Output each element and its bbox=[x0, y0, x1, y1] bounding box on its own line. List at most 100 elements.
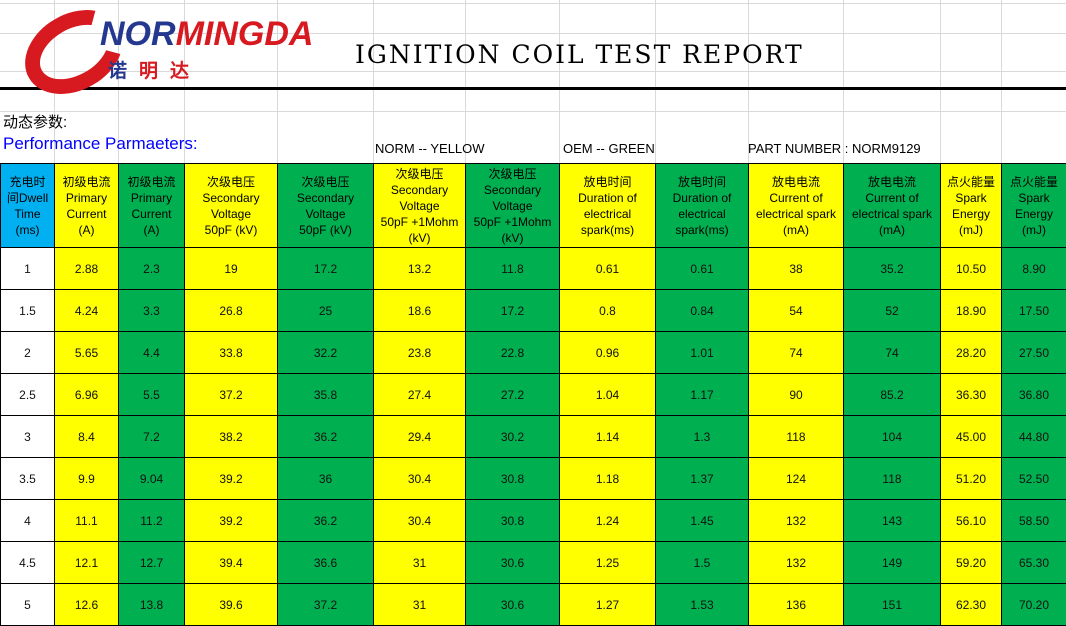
table-cell: 132 bbox=[748, 541, 844, 584]
dynamic-params-label: 动态参数: bbox=[3, 114, 68, 131]
table-cell: 11.8 bbox=[465, 247, 560, 290]
table-cell: 59.20 bbox=[940, 541, 1002, 584]
table-cell: 51.20 bbox=[940, 457, 1002, 500]
table-cell: 11.1 bbox=[54, 499, 119, 542]
part-number-label: PART NUMBER : NORM9129 bbox=[748, 141, 921, 156]
gridline bbox=[54, 0, 55, 163]
table-cell: 38.2 bbox=[184, 415, 278, 458]
table-row: 4 11.1 11.2 39.2 36.2 30.4 30.8 1.24 1.45 132 143 5… bbox=[0, 499, 1066, 542]
table-cell: 52.50 bbox=[1001, 457, 1066, 500]
table-cell: 70.20 bbox=[1001, 583, 1066, 626]
table-cell: 1.3 bbox=[655, 415, 749, 458]
table-cell: 1.18 bbox=[559, 457, 656, 500]
table-cell: 31 bbox=[373, 541, 466, 584]
table-cell: 25 bbox=[277, 289, 374, 332]
logo-cn-char: 明 bbox=[139, 61, 171, 82]
gridline bbox=[655, 0, 656, 163]
table-cell: 36.2 bbox=[277, 415, 374, 458]
column-header: 初级电流 Primary Current (A) bbox=[54, 163, 119, 248]
table-cell: 4.4 bbox=[118, 331, 185, 374]
table-cell: 17.2 bbox=[277, 247, 374, 290]
table-cell: 29.4 bbox=[373, 415, 466, 458]
table-row: 2 5.65 4.4 33.8 32.2 23.8 22.8 0.96 1.01 74 74 28.2… bbox=[0, 331, 1066, 374]
table-row: 1.5 4.24 3.3 26.8 25 18.6 17.2 0.8 0.84 54 52 18.90… bbox=[0, 289, 1066, 332]
table-header-row: 充电时 间Dwell Time (ms) 初级电流 Primary Current… bbox=[0, 163, 1066, 248]
table-cell: 5 bbox=[0, 583, 55, 626]
table-cell: 36.2 bbox=[277, 499, 374, 542]
table-cell: 36 bbox=[277, 457, 374, 500]
table-cell: 12.7 bbox=[118, 541, 185, 584]
table-cell: 0.61 bbox=[559, 247, 656, 290]
table-cell: 132 bbox=[748, 499, 844, 542]
table-cell: 28.20 bbox=[940, 331, 1002, 374]
table-cell: 17.50 bbox=[1001, 289, 1066, 332]
table-cell: 30.2 bbox=[465, 415, 560, 458]
table-cell: 23.8 bbox=[373, 331, 466, 374]
gridline bbox=[465, 0, 466, 163]
table-cell: 36.80 bbox=[1001, 373, 1066, 416]
table-cell: 13.2 bbox=[373, 247, 466, 290]
table-cell: 104 bbox=[843, 415, 941, 458]
column-header: 次级电压 Secondary Voltage 50pF +1Mohm (kV) bbox=[465, 163, 560, 248]
table-row: 1 2.88 2.3 19 17.2 13.2 11.8 0.61 0.61 38 35.2 10.5… bbox=[0, 247, 1066, 290]
table-cell: 56.10 bbox=[940, 499, 1002, 542]
column-header: 次级电压 Secondary Voltage 50pF +1Mohm (kV) bbox=[373, 163, 466, 248]
table-cell: 22.8 bbox=[465, 331, 560, 374]
column-header: 放电电流 Current of electrical spark (mA) bbox=[748, 163, 844, 248]
logo-cn-char: 达 bbox=[170, 61, 202, 82]
table-cell: 27.4 bbox=[373, 373, 466, 416]
table-cell: 2.88 bbox=[54, 247, 119, 290]
logo-cn-char: 诺 bbox=[108, 61, 140, 82]
norm-yellow-legend: NORM -- YELLOW bbox=[375, 141, 485, 156]
table-cell: 0.8 bbox=[559, 289, 656, 332]
page-title: IGNITION COIL TEST REPORT bbox=[355, 40, 804, 69]
gridline bbox=[843, 0, 844, 163]
table-cell: 143 bbox=[843, 499, 941, 542]
table-row: 3 8.4 7.2 38.2 36.2 29.4 30.2 1.14 1.3 118 104 45.0… bbox=[0, 415, 1066, 458]
table-cell: 2.3 bbox=[118, 247, 185, 290]
table-cell: 37.2 bbox=[184, 373, 278, 416]
table-cell: 30.8 bbox=[465, 457, 560, 500]
logo-chinese-name: 诺明达 bbox=[108, 56, 201, 83]
table-cell: 1.01 bbox=[655, 331, 749, 374]
table-cell: 9.04 bbox=[118, 457, 185, 500]
table-cell: 26.8 bbox=[184, 289, 278, 332]
table-cell: 1.5 bbox=[0, 289, 55, 332]
table-cell: 136 bbox=[748, 583, 844, 626]
column-header: 充电时 间Dwell Time (ms) bbox=[0, 163, 55, 248]
table-cell: 30.4 bbox=[373, 457, 466, 500]
table-cell: 4.5 bbox=[0, 541, 55, 584]
logo-wordmark: NORMINGDA bbox=[100, 16, 313, 52]
table-cell: 33.8 bbox=[184, 331, 278, 374]
column-header: 放电时间 Duration of electrical spark(ms) bbox=[559, 163, 656, 248]
table-cell: 17.2 bbox=[465, 289, 560, 332]
table-cell: 12.6 bbox=[54, 583, 119, 626]
column-header: 次级电压 Secondary Voltage 50pF (kV) bbox=[184, 163, 278, 248]
table-cell: 52 bbox=[843, 289, 941, 332]
table-cell: 1 bbox=[0, 247, 55, 290]
table-cell: 74 bbox=[843, 331, 941, 374]
gridline bbox=[559, 0, 560, 163]
gridline bbox=[373, 0, 374, 163]
logo-wordmark-red: MINGDA bbox=[175, 15, 314, 53]
table-cell: 5.65 bbox=[54, 331, 119, 374]
table-cell: 27.50 bbox=[1001, 331, 1066, 374]
table-cell: 31 bbox=[373, 583, 466, 626]
table-cell: 1.25 bbox=[559, 541, 656, 584]
gridline bbox=[118, 0, 119, 163]
table-cell: 30.4 bbox=[373, 499, 466, 542]
table-cell: 11.2 bbox=[118, 499, 185, 542]
table-cell: 1.37 bbox=[655, 457, 749, 500]
table-cell: 124 bbox=[748, 457, 844, 500]
table-cell: 0.96 bbox=[559, 331, 656, 374]
table-cell: 5.5 bbox=[118, 373, 185, 416]
table-cell: 118 bbox=[843, 457, 941, 500]
table-cell: 44.80 bbox=[1001, 415, 1066, 458]
table-cell: 3.3 bbox=[118, 289, 185, 332]
table-cell: 151 bbox=[843, 583, 941, 626]
logo-wordmark-blue: NOR bbox=[100, 15, 176, 53]
table-cell: 6.96 bbox=[54, 373, 119, 416]
table-cell: 1.27 bbox=[559, 583, 656, 626]
table-cell: 4 bbox=[0, 499, 55, 542]
table-cell: 2.5 bbox=[0, 373, 55, 416]
